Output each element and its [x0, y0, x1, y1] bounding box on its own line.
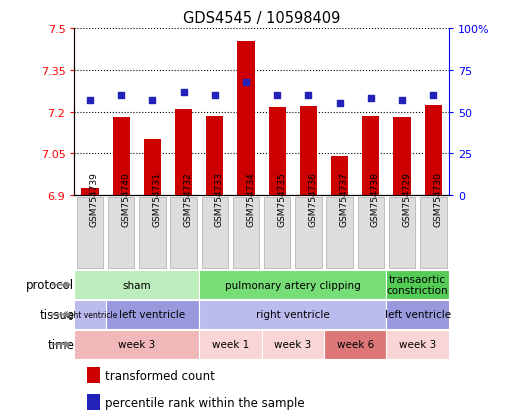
- Point: [273, 93, 281, 99]
- FancyBboxPatch shape: [170, 197, 197, 268]
- Text: GSM754735: GSM754735: [277, 171, 286, 226]
- Text: transformed count: transformed count: [105, 369, 215, 382]
- Text: week 6: week 6: [337, 339, 374, 349]
- Point: [429, 93, 438, 99]
- Point: [211, 93, 219, 99]
- FancyBboxPatch shape: [386, 271, 449, 299]
- Text: protocol: protocol: [26, 278, 74, 292]
- FancyBboxPatch shape: [77, 197, 103, 268]
- Point: [242, 79, 250, 85]
- FancyBboxPatch shape: [74, 271, 199, 299]
- FancyBboxPatch shape: [262, 330, 324, 359]
- Text: time: time: [48, 338, 74, 351]
- Text: right ventricle: right ventricle: [256, 310, 330, 320]
- Text: GSM754736: GSM754736: [308, 171, 318, 226]
- Text: week 1: week 1: [212, 339, 249, 349]
- Bar: [269, 108, 286, 196]
- Text: GSM754730: GSM754730: [433, 171, 442, 226]
- Bar: [393, 118, 410, 196]
- Bar: [362, 116, 380, 196]
- Bar: [87, 368, 100, 383]
- Text: pulmonary artery clipping: pulmonary artery clipping: [225, 280, 361, 290]
- Text: GSM754734: GSM754734: [246, 171, 255, 226]
- Text: GSM754732: GSM754732: [184, 171, 192, 226]
- FancyBboxPatch shape: [202, 197, 228, 268]
- FancyBboxPatch shape: [139, 197, 166, 268]
- Text: left ventricle: left ventricle: [120, 310, 186, 320]
- Bar: [331, 157, 348, 196]
- Point: [180, 89, 188, 96]
- FancyBboxPatch shape: [199, 271, 386, 299]
- FancyBboxPatch shape: [233, 197, 259, 268]
- Text: left ventricle: left ventricle: [385, 310, 451, 320]
- FancyBboxPatch shape: [420, 197, 446, 268]
- Text: GSM754737: GSM754737: [340, 171, 349, 226]
- Point: [117, 93, 125, 99]
- Bar: [87, 394, 100, 411]
- FancyBboxPatch shape: [106, 300, 199, 329]
- Text: week 3: week 3: [274, 339, 311, 349]
- Text: week 3: week 3: [118, 339, 155, 349]
- Text: GSM754729: GSM754729: [402, 171, 411, 226]
- Point: [304, 93, 312, 99]
- Point: [86, 97, 94, 104]
- Text: transaortic
constriction: transaortic constriction: [387, 274, 448, 296]
- Bar: [82, 189, 98, 196]
- FancyBboxPatch shape: [108, 197, 134, 268]
- Text: sham: sham: [123, 280, 151, 290]
- FancyBboxPatch shape: [358, 197, 384, 268]
- Title: GDS4545 / 10598409: GDS4545 / 10598409: [183, 12, 340, 26]
- Text: tissue: tissue: [40, 308, 74, 321]
- Text: GSM754740: GSM754740: [121, 171, 130, 226]
- FancyBboxPatch shape: [74, 330, 199, 359]
- Text: percentile rank within the sample: percentile rank within the sample: [105, 396, 305, 409]
- FancyBboxPatch shape: [386, 330, 449, 359]
- Text: right ventricle: right ventricle: [63, 310, 117, 319]
- FancyBboxPatch shape: [199, 300, 386, 329]
- Bar: [238, 41, 254, 196]
- Text: week 3: week 3: [399, 339, 436, 349]
- FancyBboxPatch shape: [389, 197, 416, 268]
- Text: GSM754739: GSM754739: [90, 171, 99, 226]
- Text: GSM754731: GSM754731: [152, 171, 162, 226]
- FancyBboxPatch shape: [199, 330, 262, 359]
- FancyBboxPatch shape: [324, 330, 386, 359]
- Bar: [175, 109, 192, 196]
- FancyBboxPatch shape: [295, 197, 322, 268]
- FancyBboxPatch shape: [74, 300, 106, 329]
- Point: [148, 97, 156, 104]
- Text: GSM754738: GSM754738: [371, 171, 380, 226]
- Bar: [300, 107, 317, 196]
- Bar: [113, 118, 130, 196]
- Text: GSM754733: GSM754733: [215, 171, 224, 226]
- Bar: [144, 140, 161, 196]
- Point: [367, 96, 375, 102]
- FancyBboxPatch shape: [264, 197, 290, 268]
- Point: [336, 101, 344, 107]
- Bar: [206, 116, 223, 196]
- FancyBboxPatch shape: [386, 300, 449, 329]
- Point: [398, 97, 406, 104]
- FancyBboxPatch shape: [326, 197, 353, 268]
- Bar: [425, 105, 442, 196]
